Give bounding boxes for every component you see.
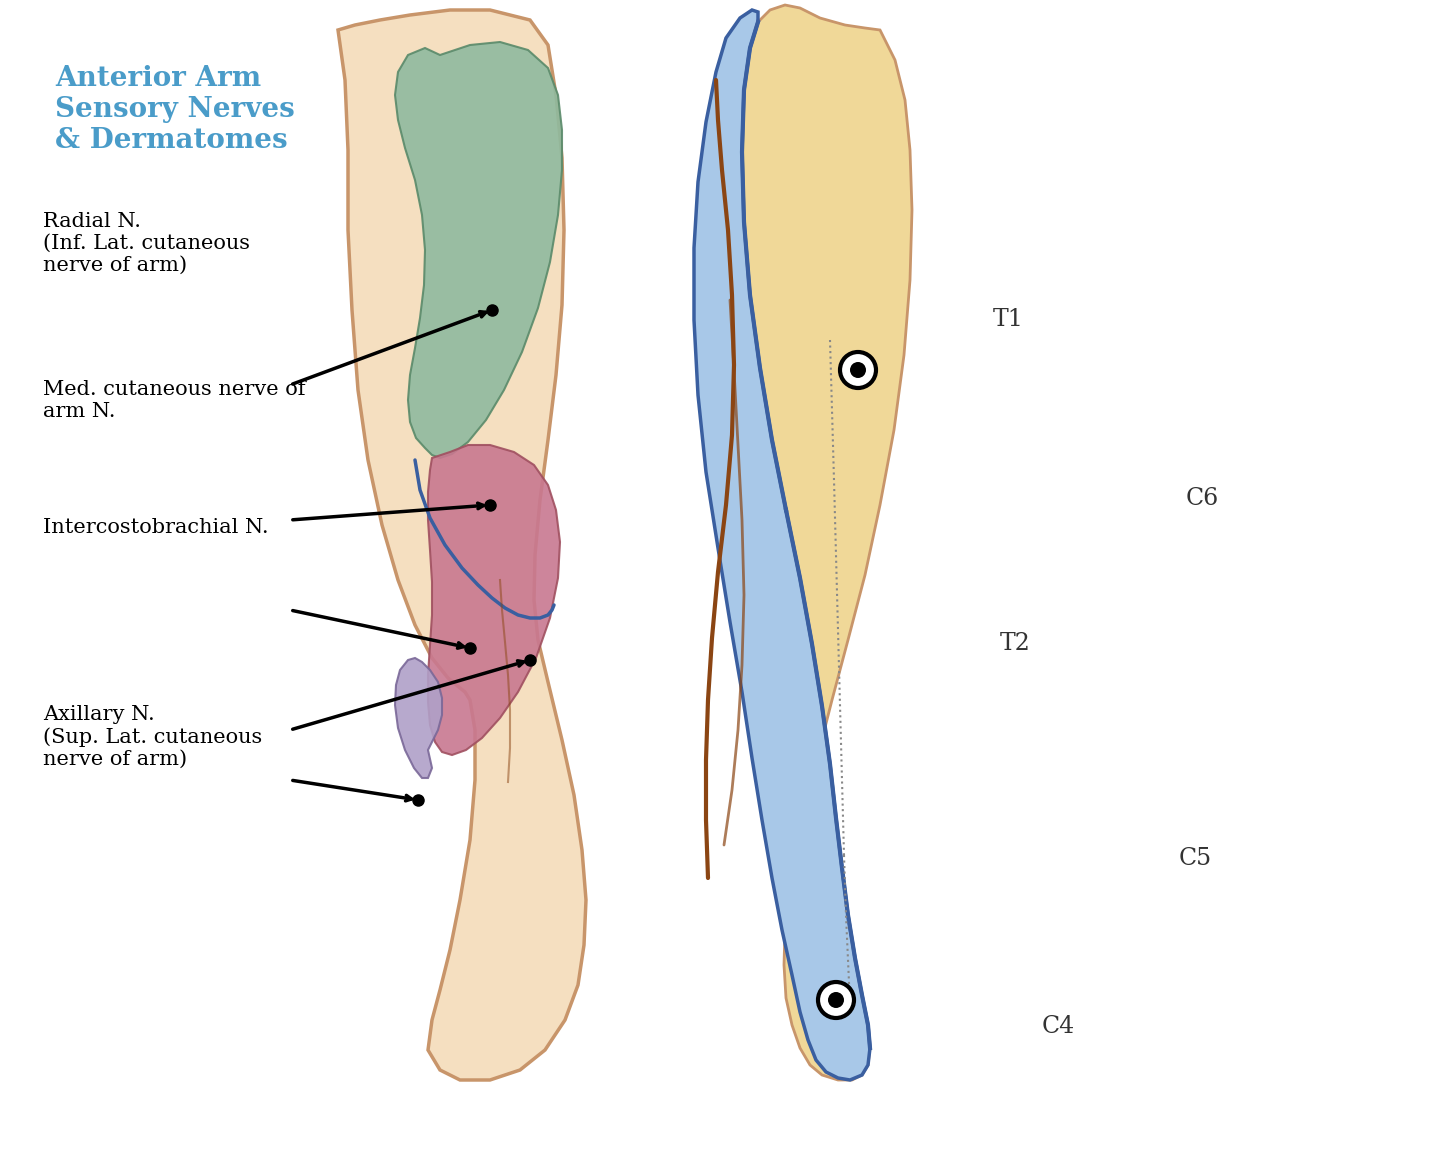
Text: Axillary N.
(Sup. Lat. cutaneous
nerve of arm): Axillary N. (Sup. Lat. cutaneous nerve o…: [43, 704, 262, 769]
Circle shape: [828, 992, 844, 1008]
Text: T1: T1: [992, 307, 1024, 331]
Circle shape: [840, 351, 876, 387]
Circle shape: [818, 983, 854, 1018]
Polygon shape: [742, 5, 912, 1080]
Polygon shape: [395, 658, 442, 778]
Text: Intercostobrachial N.: Intercostobrachial N.: [43, 519, 269, 537]
Text: T2: T2: [999, 632, 1031, 655]
Polygon shape: [338, 10, 586, 1080]
Text: C5: C5: [1178, 847, 1212, 870]
Text: C6: C6: [1185, 487, 1220, 510]
Circle shape: [850, 362, 865, 378]
Polygon shape: [428, 445, 560, 755]
Text: Med. cutaneous nerve of
arm N.: Med. cutaneous nerve of arm N.: [43, 379, 305, 421]
Polygon shape: [694, 10, 870, 1080]
Text: Radial N.
(Inf. Lat. cutaneous
nerve of arm): Radial N. (Inf. Lat. cutaneous nerve of …: [43, 212, 251, 275]
Polygon shape: [615, 0, 680, 1160]
Text: Anterior Arm
Sensory Nerves
& Dermatomes: Anterior Arm Sensory Nerves & Dermatomes: [55, 65, 295, 154]
Text: C4: C4: [1041, 1015, 1076, 1038]
Polygon shape: [395, 42, 562, 458]
